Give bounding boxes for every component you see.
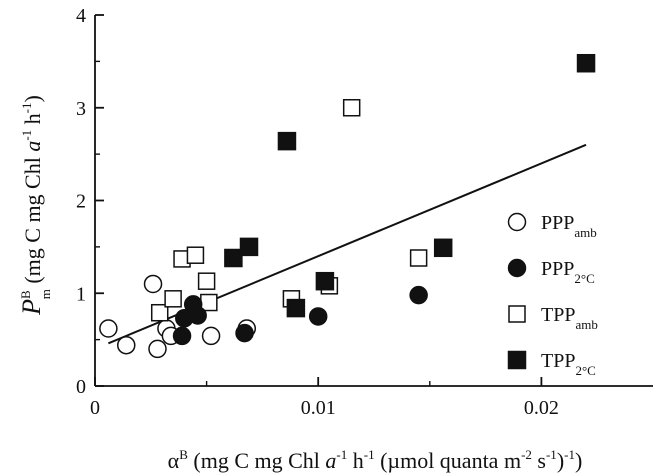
legend-marker-circle-open — [507, 212, 527, 232]
y-axis-title: PB m (mg C mg Chl a-1 h-1) — [17, 95, 53, 316]
x-axis-symbol-sup: B — [179, 447, 188, 462]
y-axis-symbol: P — [17, 299, 46, 316]
data-point-circle-open — [148, 339, 167, 359]
y-tick-label: 2 — [76, 191, 86, 213]
x-axis-sup-4: -1 — [546, 447, 557, 462]
data-point-square-open — [197, 272, 216, 290]
legend-label: PPP2°C — [541, 258, 595, 286]
x-axis-symbol: α — [168, 448, 180, 473]
x-axis-sup-5: -1 — [564, 447, 575, 462]
x-tick-label: 0.02 — [524, 397, 559, 419]
data-point-square-open — [409, 249, 428, 267]
legend-label: TPPamb — [541, 304, 598, 332]
data-point-circle-open — [99, 319, 118, 338]
x-axis-text-5: ) — [557, 448, 564, 473]
data-point-square-open — [342, 99, 361, 117]
y-tick-label: 1 — [76, 283, 86, 305]
y-axis-text-1: (mg C mg Chl — [20, 152, 45, 290]
y-axis-sup-1: -1 — [19, 130, 34, 141]
legend-marker-square-open — [508, 305, 526, 323]
y-axis-italic: a — [20, 141, 45, 152]
data-point-square-filled — [576, 53, 596, 73]
x-tick-label: 0.01 — [301, 397, 336, 419]
y-tick-label: 0 — [76, 376, 86, 398]
data-point-circle-filled — [172, 326, 192, 346]
legend-label-sub: amb — [575, 317, 597, 332]
data-point-square-filled — [224, 248, 243, 268]
y-axis-symbol-sub: m — [38, 289, 53, 299]
x-axis-text-2: h — [347, 448, 364, 473]
x-axis-text-6: ) — [575, 448, 582, 473]
data-point-square-filled — [286, 298, 306, 318]
legend-label-sub: 2°C — [575, 363, 595, 378]
data-points — [99, 53, 596, 359]
data-point-circle-filled — [308, 307, 328, 326]
x-axis-sup-3: -2 — [521, 447, 532, 462]
data-point-square-filled — [239, 237, 259, 257]
legend-label-sub: amb — [574, 225, 596, 240]
legend-label-sub: 2°C — [574, 271, 594, 286]
x-axis-sup-2: -1 — [364, 447, 375, 462]
x-axis-sup-1: -1 — [336, 447, 347, 462]
data-point-square-open — [164, 290, 182, 308]
y-axis-text-3: ) — [20, 95, 45, 102]
x-axis-text-1: (mg C mg Chl — [188, 448, 326, 473]
legend-label-main: PPP — [541, 212, 574, 234]
y-axis-symbol-sup: B — [18, 290, 33, 299]
data-point-square-open — [150, 303, 169, 322]
legend-label: TPP2°C — [541, 350, 596, 378]
y-tick-label: 4 — [76, 5, 86, 27]
x-axis-text-4: s — [532, 448, 546, 473]
data-point-square-filled — [433, 238, 453, 258]
legend-label-main: TPP — [541, 350, 575, 372]
data-point-circle-filled — [409, 285, 428, 305]
data-point-square-filled — [315, 271, 335, 291]
tick-labels: 0 1 2 3 4 0 0.01 0.02 — [76, 5, 559, 419]
legend-label: PPPamb — [541, 212, 597, 240]
data-point-circle-open — [116, 335, 136, 355]
data-point-square-filled — [277, 131, 297, 151]
x-axis-text-3: (µmol quanta m — [375, 448, 521, 473]
axes — [94, 14, 653, 387]
x-tick-label: 0 — [90, 397, 100, 419]
x-axis-italic: a — [325, 448, 336, 473]
y-axis-text-2: h — [20, 113, 45, 130]
legend-label-main: TPP — [541, 304, 575, 326]
data-point-square-open — [186, 246, 205, 264]
data-point-circle-open — [143, 274, 163, 294]
data-point-circle-open — [201, 326, 221, 346]
data-point-circle-filled — [188, 306, 207, 325]
legend-marker-circle-filled — [507, 258, 527, 278]
data-point-circle-filled — [235, 323, 254, 343]
y-axis-sup-2: -1 — [19, 102, 34, 113]
legend-marker-square-filled — [507, 350, 527, 370]
x-axis-title: αB (mg C mg Chl a-1 h-1 (µmol quanta m-2… — [168, 447, 583, 473]
y-tick-label: 3 — [76, 98, 86, 120]
legend-label-main: PPP — [541, 258, 574, 280]
